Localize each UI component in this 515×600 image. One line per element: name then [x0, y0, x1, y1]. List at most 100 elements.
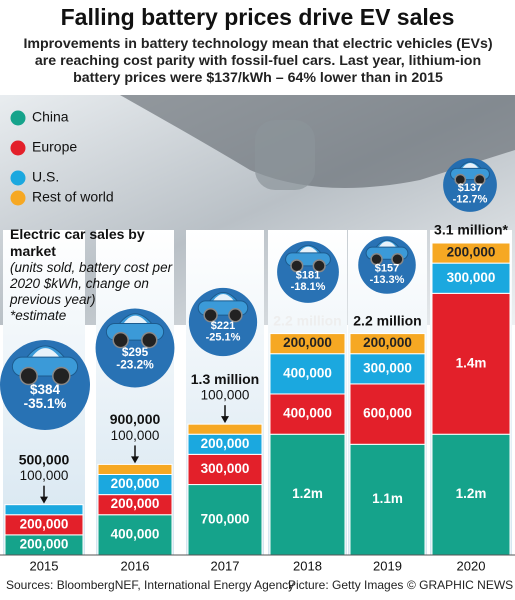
cost-label: $295 — [122, 345, 149, 359]
car-window — [213, 294, 234, 301]
bar-segment — [187, 453, 263, 486]
car-wheel — [290, 259, 304, 273]
bar-segment — [349, 333, 426, 355]
car-window — [462, 162, 479, 169]
car-window — [123, 315, 148, 324]
segment-label: 300,000 — [363, 360, 412, 375]
legend-swatch — [10, 190, 26, 206]
segment-label: 200,000 — [111, 476, 160, 491]
segment-label: 700,000 — [201, 511, 250, 526]
car-icon — [105, 313, 165, 349]
x-tick-label: 2018 — [293, 558, 322, 573]
car-wheel — [312, 259, 326, 273]
change-label: -18.1% — [291, 281, 326, 293]
arrow-head — [40, 496, 48, 504]
cost-label: $181 — [296, 270, 320, 282]
photo-shape — [120, 95, 515, 188]
segment-label: 1.1m — [372, 491, 403, 506]
chart-title: Falling battery prices drive EV sales — [60, 4, 455, 30]
photo-shape — [255, 120, 315, 190]
legend-swatch — [10, 170, 26, 186]
total-label: 500,000 — [19, 451, 70, 467]
bar-segment — [97, 463, 173, 475]
side-note-text: (units sold, battery cost per 2020 $kWh,… — [10, 260, 173, 307]
change-label: -12.7% — [453, 194, 488, 206]
x-tick-label: 2016 — [121, 558, 150, 573]
bar-segment — [431, 242, 511, 264]
small-segment-label: 100,000 — [20, 468, 69, 483]
estimate-note: *estimate — [10, 308, 67, 323]
small-segment-label: 100,000 — [111, 428, 160, 443]
segment-label: 400,000 — [283, 406, 332, 421]
picture-credit: Picture: Getty Images — [288, 578, 404, 592]
car-icon — [285, 244, 331, 273]
car-window — [299, 246, 318, 253]
car-wheel — [454, 173, 467, 186]
bar-segment — [269, 393, 346, 435]
bar-segment — [269, 333, 346, 355]
car-icon — [11, 345, 79, 386]
car-window — [31, 348, 60, 358]
car-wheel — [19, 366, 38, 386]
segment-label: 1.4m — [456, 355, 487, 370]
segment-label: 400,000 — [283, 365, 332, 380]
bar-segment — [431, 262, 511, 294]
arrow-head — [221, 416, 229, 424]
cost-label: $157 — [375, 262, 399, 274]
bar-segment — [431, 292, 511, 435]
total-label: 2.2 million — [273, 312, 341, 328]
cost-label: $221 — [211, 320, 235, 332]
legend-label: Europe — [32, 139, 77, 155]
segment-label: 200,000 — [201, 436, 250, 451]
change-label: -25.1% — [206, 332, 241, 344]
change-label: -35.1% — [24, 396, 67, 411]
legend-label: China — [32, 109, 69, 125]
bar-segment — [431, 433, 511, 556]
bar-segment — [4, 504, 84, 516]
car-wheel — [473, 173, 486, 186]
x-tick-label: 2019 — [373, 558, 402, 573]
change-label: -23.2% — [116, 357, 154, 371]
segment-label: 200,000 — [20, 536, 69, 551]
total-label: 3.1 million* — [434, 222, 508, 238]
chart-subtitle: Improvements in battery technology mean … — [23, 36, 493, 86]
car-wheel — [228, 307, 243, 323]
copyright: © GRAPHIC NEWS — [407, 578, 514, 592]
bar-segment — [187, 423, 263, 435]
car-wheel — [52, 366, 71, 386]
segment-label: 200,000 — [283, 335, 332, 350]
plot: China Europe U.S. Rest of world 200,000 200,0… — [0, 109, 515, 573]
segment-label: 200,000 — [20, 516, 69, 531]
car-wheel — [391, 253, 404, 266]
change-label: -13.3% — [370, 274, 405, 286]
car-wheel — [141, 331, 158, 349]
segment-label: 300,000 — [447, 270, 496, 285]
small-segment-label: 100,000 — [201, 388, 250, 403]
x-tick-label: 2020 — [457, 558, 486, 573]
segment-label: 200,000 — [447, 245, 496, 260]
segment-label: 1.2m — [456, 486, 487, 501]
arrow-head — [131, 456, 139, 464]
car-icon — [365, 239, 409, 266]
legend-label: U.S. — [32, 169, 59, 185]
bar-segment — [269, 353, 346, 395]
car-icon — [197, 292, 249, 323]
x-tick-label: 2017 — [211, 558, 240, 573]
segment-label: 200,000 — [363, 335, 412, 350]
cost-label: $137 — [458, 182, 482, 194]
segment-label: 300,000 — [201, 461, 250, 476]
bar-segment — [97, 514, 173, 556]
side-title: Electric car sales by market — [10, 226, 145, 259]
sources: Sources: BloombergNEF, International Ene… — [6, 578, 295, 592]
total-label: 900,000 — [110, 411, 161, 427]
car-window — [378, 241, 397, 248]
x-tick-label: 2015 — [30, 558, 59, 573]
segment-label: 200,000 — [111, 496, 160, 511]
segment-label: 400,000 — [111, 526, 160, 541]
segment-label: 600,000 — [363, 406, 412, 421]
segment-label: 1.2m — [292, 486, 323, 501]
legend-swatch — [10, 140, 26, 156]
bar-segment — [349, 383, 426, 445]
total-label: 2.2 million — [353, 312, 421, 328]
